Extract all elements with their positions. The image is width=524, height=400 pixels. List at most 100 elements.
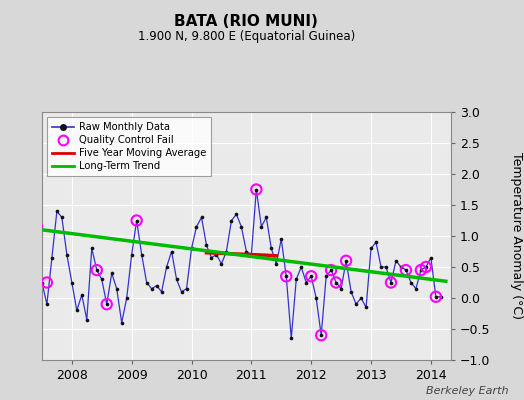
Point: [68, 279, 76, 286]
Point: [412, 286, 420, 292]
Point: [53, 208, 61, 214]
Point: [367, 245, 375, 252]
Point: [287, 335, 296, 342]
Point: [198, 214, 206, 220]
Point: [272, 261, 280, 267]
Point: [157, 289, 166, 295]
Text: BATA (RIO MUNI): BATA (RIO MUNI): [174, 14, 318, 29]
Point: [402, 267, 410, 273]
Y-axis label: Temperature Anomaly (°C): Temperature Anomaly (°C): [510, 152, 522, 320]
Point: [417, 267, 425, 273]
Point: [78, 292, 86, 298]
Point: [88, 245, 96, 252]
Point: [322, 273, 330, 280]
Point: [417, 267, 425, 273]
Point: [247, 251, 256, 258]
Point: [337, 286, 345, 292]
Point: [327, 267, 335, 273]
Point: [277, 236, 286, 242]
Point: [377, 264, 385, 270]
Point: [182, 286, 191, 292]
Point: [38, 279, 46, 286]
Point: [58, 214, 66, 220]
Point: [392, 258, 400, 264]
Point: [312, 295, 320, 301]
Point: [237, 224, 246, 230]
Point: [13, 239, 21, 245]
Point: [407, 279, 415, 286]
Point: [42, 279, 51, 286]
Point: [252, 186, 260, 193]
Point: [307, 273, 315, 280]
Text: 1.900 N, 9.800 E (Equatorial Guinea): 1.900 N, 9.800 E (Equatorial Guinea): [138, 30, 355, 43]
Point: [18, 261, 26, 267]
Point: [113, 286, 121, 292]
Point: [397, 264, 405, 270]
Point: [48, 254, 56, 261]
Point: [73, 307, 81, 314]
Point: [212, 251, 221, 258]
Point: [432, 294, 440, 300]
Point: [167, 248, 176, 255]
Point: [137, 251, 146, 258]
Point: [222, 248, 231, 255]
Point: [23, 273, 31, 280]
Point: [147, 286, 156, 292]
Point: [162, 264, 171, 270]
Point: [227, 217, 236, 224]
Point: [13, 239, 21, 245]
Point: [357, 295, 365, 301]
Point: [127, 251, 136, 258]
Point: [232, 211, 241, 218]
Point: [143, 279, 151, 286]
Point: [432, 294, 440, 300]
Point: [422, 264, 430, 270]
Point: [347, 289, 355, 295]
Point: [402, 267, 410, 273]
Point: [382, 264, 390, 270]
Point: [387, 279, 395, 286]
Point: [436, 294, 445, 300]
Point: [342, 258, 350, 264]
Point: [33, 224, 41, 230]
Point: [307, 273, 315, 280]
Point: [372, 239, 380, 245]
Point: [352, 301, 361, 307]
Point: [42, 301, 51, 307]
Point: [33, 224, 41, 230]
Point: [252, 186, 260, 193]
Point: [332, 279, 341, 286]
Point: [422, 264, 430, 270]
Point: [362, 304, 370, 310]
Point: [188, 245, 196, 252]
Point: [103, 301, 111, 307]
Point: [342, 258, 350, 264]
Point: [257, 224, 266, 230]
Point: [192, 224, 201, 230]
Point: [217, 261, 226, 267]
Point: [97, 276, 106, 282]
Point: [317, 332, 325, 338]
Text: Berkeley Earth: Berkeley Earth: [426, 386, 508, 396]
Point: [267, 245, 276, 252]
Point: [28, 230, 36, 236]
Point: [302, 279, 310, 286]
Point: [83, 316, 91, 323]
Point: [282, 273, 290, 280]
Point: [133, 217, 141, 224]
Point: [202, 242, 211, 248]
Point: [152, 282, 161, 289]
Point: [123, 295, 131, 301]
Point: [332, 279, 341, 286]
Point: [262, 214, 270, 220]
Point: [292, 276, 300, 282]
Point: [387, 279, 395, 286]
Point: [93, 267, 101, 273]
Point: [177, 289, 185, 295]
Point: [242, 248, 250, 255]
Point: [103, 301, 111, 307]
Point: [117, 320, 126, 326]
Point: [317, 332, 325, 338]
Point: [297, 264, 305, 270]
Legend: Raw Monthly Data, Quality Control Fail, Five Year Moving Average, Long-Term Tren: Raw Monthly Data, Quality Control Fail, …: [47, 117, 211, 176]
